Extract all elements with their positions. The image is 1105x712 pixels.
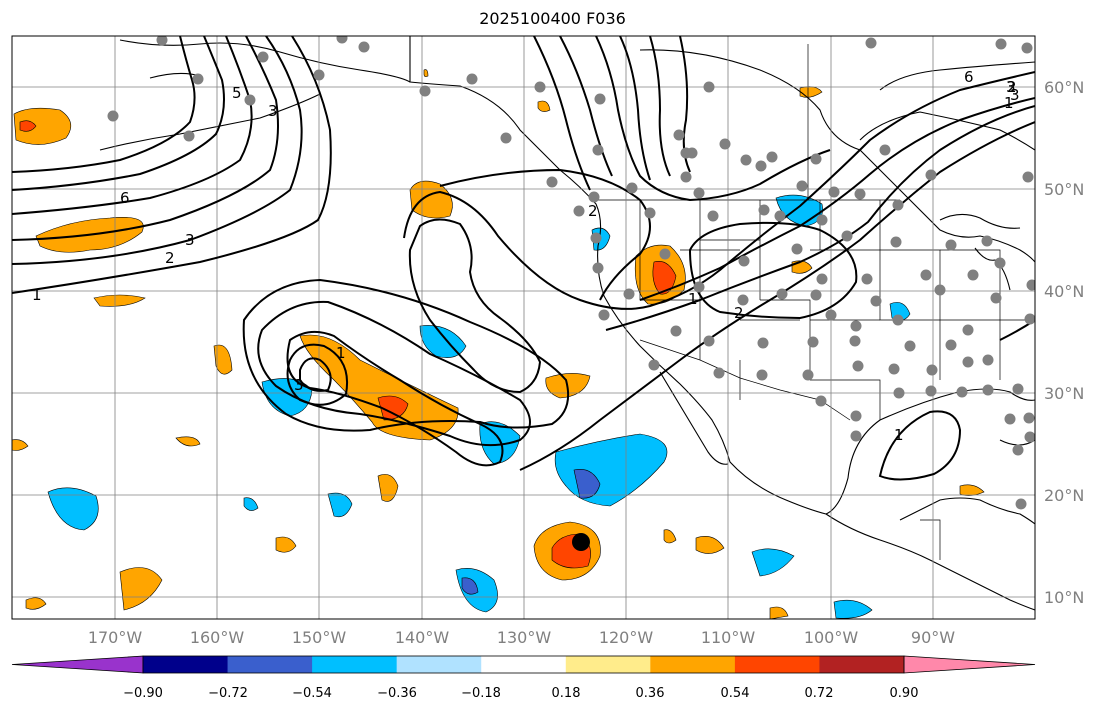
contour-label: 5 <box>232 84 242 102</box>
colorbar-bin <box>650 656 736 673</box>
contour-label: 3 <box>294 376 304 394</box>
lon-label: 160°W <box>190 628 245 647</box>
colorbar-bin <box>565 656 651 673</box>
lon-label: 130°W <box>497 628 552 647</box>
colorbar-bin <box>396 656 482 673</box>
colorbar-tick-label: −0.90 <box>123 686 163 701</box>
colorbar-bin <box>903 655 1036 674</box>
lon-label: 110°W <box>701 628 756 647</box>
contour-label: 2 <box>588 202 598 220</box>
contour-label: 1 <box>1004 94 1014 112</box>
colorbar-tick-label: 0.18 <box>552 686 581 701</box>
colorbar-tick-label: 0.72 <box>805 686 834 701</box>
lat-lon-grid <box>12 36 1035 619</box>
lon-label: 100°W <box>804 628 859 647</box>
colorbar-bin <box>312 656 398 673</box>
map-frame <box>11 35 1036 620</box>
colorbar-tick-label: −0.54 <box>292 686 332 701</box>
contour-label: 1 <box>894 426 904 444</box>
colorbar-tick-label: −0.72 <box>208 686 248 701</box>
lon-label: 150°W <box>292 628 347 647</box>
lon-label: 140°W <box>395 628 450 647</box>
colorbar-bin <box>143 656 229 673</box>
colorbar-tick-label: 0.90 <box>890 686 919 701</box>
lat-label: 40°N <box>1044 282 1084 301</box>
lat-label: 20°N <box>1044 486 1084 505</box>
contour-label: 3 <box>185 231 195 249</box>
colorbar <box>11 655 1036 674</box>
longitude-labels: 170°W 160°W 150°W 140°W 130°W 120°W 110°… <box>88 628 955 647</box>
colorbar-ticks: −0.90 −0.72 −0.54 −0.36 −0.18 0.18 0.36 … <box>123 686 918 701</box>
colorbar-bin <box>819 656 905 673</box>
colorbar-bin <box>734 656 820 673</box>
contour-label: 3 <box>1010 86 1020 104</box>
contour-label: 3 <box>268 102 278 120</box>
colorbar-bin <box>227 656 313 673</box>
contour-label-set: 1 2 3 6 3 2 1 2 3 6 3 1 1 2 5 3 1 <box>32 68 1020 444</box>
contour-label: 2 <box>734 304 744 322</box>
lon-label: 170°W <box>88 628 143 647</box>
contour-label: 2 <box>1007 78 1017 96</box>
contour-label: 6 <box>120 189 130 207</box>
contour-label: 1 <box>688 290 698 308</box>
colorbar-tick-label: −0.36 <box>377 686 417 701</box>
colorbar-bin <box>11 655 144 674</box>
colorbar-tick-label: −0.18 <box>461 686 501 701</box>
anomaly-shading <box>12 69 985 619</box>
lon-label: 120°W <box>599 628 654 647</box>
contour-label: 1 <box>32 286 42 304</box>
contour-label: 1 <box>336 344 346 362</box>
colorbar-frame <box>142 655 905 674</box>
borders <box>409 36 1035 560</box>
lat-label: 10°N <box>1044 588 1084 607</box>
storm-center-marker <box>572 533 590 551</box>
colorbar-tick-label: 0.54 <box>721 686 750 701</box>
lon-label: 90°W <box>911 628 955 647</box>
contour-label: 6 <box>964 68 974 86</box>
station-markers <box>107 36 1035 510</box>
latitude-labels: 60°N 50°N 40°N 30°N 20°N 10°N <box>1044 78 1084 607</box>
contour-label: 3 <box>1006 78 1016 96</box>
colorbar-bin <box>481 656 567 673</box>
lat-label: 60°N <box>1044 78 1084 97</box>
lat-label: 30°N <box>1044 384 1084 403</box>
lat-label: 50°N <box>1044 180 1084 199</box>
colorbar-tick-label: 0.36 <box>636 686 665 701</box>
map-title: 2025100400 F036 <box>479 9 626 28</box>
contour-label: 2 <box>165 249 175 267</box>
